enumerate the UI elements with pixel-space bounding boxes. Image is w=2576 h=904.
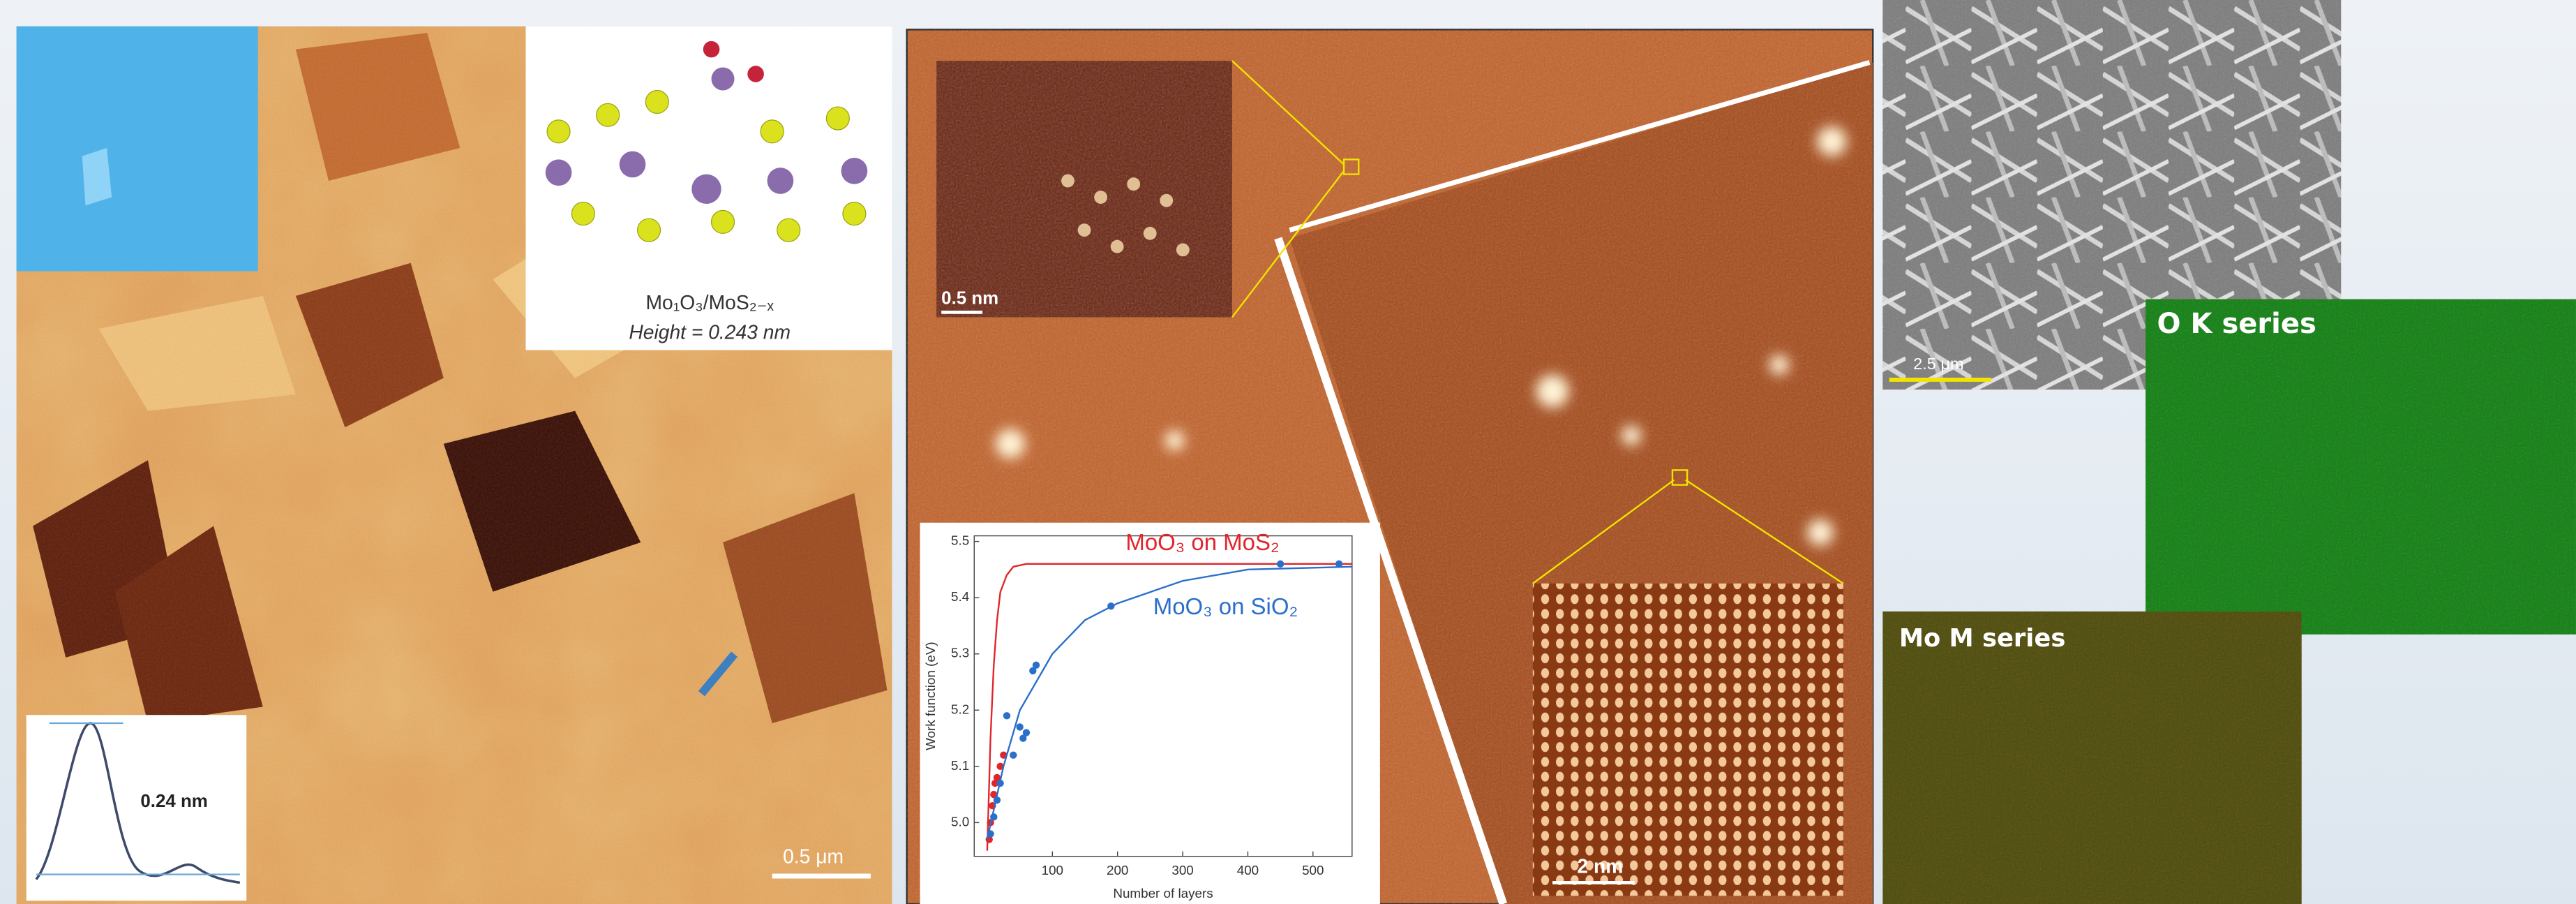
point xyxy=(1107,602,1114,609)
x-tick-label: 300 xyxy=(1171,863,1193,877)
sem-scale-bar-label: 2.5 μm xyxy=(1913,355,1963,373)
point xyxy=(1023,729,1030,736)
profile-label: 0.24 nm xyxy=(140,792,207,811)
legend-label: MoO₃ on SiO₂ xyxy=(1153,593,1298,619)
y-axis-label: Work function (eV) xyxy=(923,642,938,750)
model-height: Height = 0.243 nm xyxy=(629,320,791,343)
point xyxy=(996,780,1003,787)
y-tick-label: 5.5 xyxy=(951,533,969,548)
left-panel: Mo₁O₃/MoS₂₋ₓ Height = 0.243 nm 0.24 nm 0… xyxy=(17,27,892,904)
point xyxy=(1277,561,1284,568)
mo-map-title: Mo M series xyxy=(1899,624,2065,653)
point xyxy=(1010,752,1017,759)
point xyxy=(1335,561,1342,568)
point xyxy=(987,830,994,837)
point xyxy=(990,813,997,820)
inset-scale-bar-label: 0.5 nm xyxy=(941,288,998,308)
scale-bar-label: 0.5 μm xyxy=(783,845,844,868)
y-tick-label: 5.0 xyxy=(951,814,969,829)
y-tick-label: 5.4 xyxy=(951,589,969,604)
right-panel: 2.5 μm O K series Mo M series xyxy=(1882,0,2576,904)
point xyxy=(1003,712,1010,719)
point xyxy=(1033,662,1040,669)
page: Mo₁O₃/MoS₂₋ₓ Height = 0.243 nm 0.24 nm 0… xyxy=(0,0,2576,904)
x-tick-label: 100 xyxy=(1042,863,1063,877)
point xyxy=(994,796,1001,803)
point xyxy=(1016,723,1023,730)
x-tick-label: 500 xyxy=(1302,863,1324,877)
x-tick-label: 200 xyxy=(1107,863,1128,877)
y-tick-label: 5.3 xyxy=(951,646,969,660)
x-axis-label: Number of layers xyxy=(1113,886,1213,901)
profile-inset xyxy=(27,715,247,901)
y-tick-label: 5.2 xyxy=(951,702,969,716)
model-formula: Mo₁O₃/MoS₂₋ₓ xyxy=(646,291,774,313)
x-tick-label: 400 xyxy=(1237,863,1259,877)
optical-inset xyxy=(17,27,258,272)
middle-panel: 0.5 nm 2 nm 5.0 5.1 5.2 5.3 5.4 5.5 100 200 300 4… xyxy=(907,29,1873,904)
o-map-title: O K series xyxy=(2157,308,2316,340)
scale-bar-label: 2 nm xyxy=(1577,855,1623,877)
lattice-inset xyxy=(1533,584,1843,896)
y-tick-label: 5.1 xyxy=(951,758,969,773)
chart-inset xyxy=(920,523,1380,904)
figure: Mo₁O₃/MoS₂₋ₓ Height = 0.243 nm 0.24 nm 0… xyxy=(0,0,2576,904)
legend-label: MoO₃ on MoS₂ xyxy=(1125,529,1279,555)
